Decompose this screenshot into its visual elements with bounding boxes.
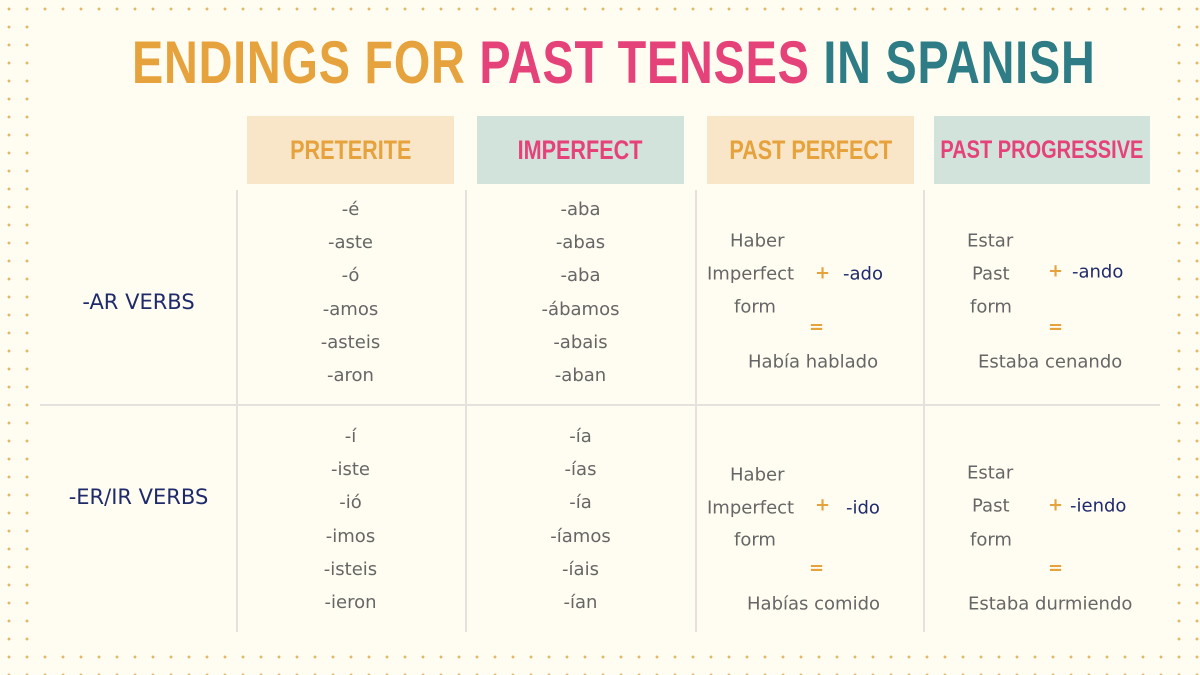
aux-form: Past — [972, 263, 1010, 285]
example: Estaba cenando — [978, 351, 1123, 373]
ending: -é — [341, 199, 360, 220]
ending: -ían — [563, 592, 598, 614]
header-label: PRETERITE — [289, 134, 412, 165]
gerund-ending: -iendo — [1070, 495, 1127, 517]
page-title: ENDINGS FOR PAST TENSES IN SPANISH — [132, 28, 1095, 97]
ending: -ó — [341, 265, 360, 287]
ending: -abais — [553, 331, 608, 353]
aux-form: Imperfect — [707, 497, 795, 519]
imperfect-ar-endings: -aba -abas -aba -ábamos -abais -aban — [477, 193, 684, 392]
divider — [465, 190, 467, 632]
example: Estaba durmiendo — [968, 593, 1133, 615]
title-part-1: ENDINGS FOR — [132, 29, 466, 96]
equals-sign: = — [809, 557, 825, 579]
imperfect-er-ir-endings: -ía -ías -ía -íamos -íais -ían — [477, 420, 684, 619]
plus-sign: + — [815, 262, 831, 284]
aux-form: form — [970, 529, 1012, 551]
example: Habías comido — [747, 593, 881, 615]
example: Había hablado — [748, 351, 879, 373]
aux-verb: Haber — [730, 230, 785, 252]
ending: -ías — [564, 459, 597, 481]
gerund-ending: -ando — [1072, 261, 1124, 283]
ending: -aba — [560, 199, 601, 220]
ending: -aron — [327, 365, 374, 387]
ending: -aban — [554, 365, 607, 387]
participle-ending: -ado — [843, 263, 883, 285]
plus-sign: + — [1048, 260, 1064, 282]
ending: -ábamos — [541, 298, 620, 320]
preterite-er-ir-endings: -í -iste -ió -imos -isteis -ieron — [247, 420, 454, 619]
divider — [695, 190, 697, 632]
plus-sign: + — [815, 494, 831, 516]
header-imperfect: IMPERFECT — [477, 116, 684, 184]
aux-form: form — [970, 296, 1012, 318]
row-label-er-ir: -ER/IR VERBS — [68, 485, 209, 509]
ending: -iste — [330, 459, 370, 481]
row-label-ar: -AR VERBS — [82, 290, 195, 314]
ending: -íamos — [550, 525, 611, 547]
ending: -ía — [569, 426, 592, 447]
aux-verb: Estar — [967, 230, 1014, 252]
row-divider — [40, 404, 1160, 406]
header-past-progressive: PAST PROGRESSIVE — [934, 116, 1150, 184]
aux-form: Past — [972, 495, 1010, 517]
ending: -í — [344, 426, 357, 447]
title-part-3: IN SPANISH — [823, 29, 1096, 96]
participle-ending: -ido — [846, 497, 880, 519]
equals-sign: = — [1048, 316, 1064, 338]
ending: -aba — [560, 265, 601, 287]
ending: -abas — [555, 232, 606, 254]
ending: -isteis — [323, 558, 378, 580]
aux-form: Imperfect — [707, 263, 795, 285]
ending: -asteis — [320, 331, 381, 353]
ending: -ieron — [324, 592, 377, 614]
ending: -imos — [325, 525, 376, 547]
ending: -íais — [562, 558, 599, 580]
header-label: IMPERFECT — [518, 134, 643, 165]
header-past-perfect: PAST PERFECT — [707, 116, 914, 184]
ending: -ió — [339, 492, 362, 514]
plus-sign: + — [1048, 494, 1064, 516]
header-label: PAST PERFECT — [729, 134, 892, 165]
preterite-ar-endings: -é -aste -ó -amos -asteis -aron — [247, 193, 454, 392]
equals-sign: = — [1048, 557, 1064, 579]
header-label: PAST PROGRESSIVE — [940, 135, 1144, 164]
aux-verb: Haber — [730, 464, 785, 486]
aux-form: form — [734, 296, 776, 318]
title-part-2: PAST TENSES — [479, 29, 810, 96]
aux-verb: Estar — [967, 462, 1014, 484]
ending: -amos — [322, 298, 379, 320]
divider — [236, 190, 238, 632]
header-preterite: PRETERITE — [247, 116, 454, 184]
divider — [923, 190, 925, 632]
ending: -aste — [327, 232, 374, 254]
aux-form: form — [734, 529, 776, 551]
ending: -ía — [569, 492, 592, 514]
equals-sign: = — [809, 316, 825, 338]
